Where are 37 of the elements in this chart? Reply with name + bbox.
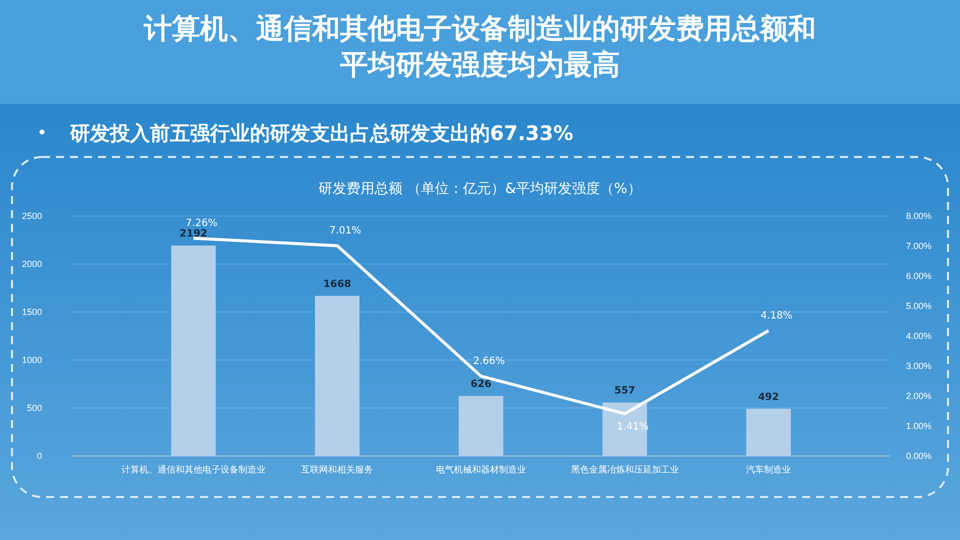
y2-tick-label: 7.00% [906,240,932,251]
bar [602,402,648,456]
y-tick-label: 2000 [22,258,42,269]
data-label: 492 [758,392,779,403]
y2-tick-label: 0.00% [906,450,932,461]
x-tick-label: 黑色金属冶炼和压延加工业 [570,464,679,474]
x-tick-label: 汽车制造业 [746,464,792,474]
data-label: 4.18% [760,310,792,322]
x-tick-label: 互联网和相关服务 [301,464,374,474]
y2-tick-label: 5.00% [906,300,932,311]
data-label: 7.26% [186,218,218,230]
chart-subtitle: 研发投入前五强行业的研发支出占总研发支出的67.33% [69,121,574,145]
y2-tick-label: 1.00% [906,420,932,431]
y2-tick-label: 2.00% [906,390,932,401]
y-tick-label: 500 [26,402,42,413]
bar [314,296,360,456]
text: 研发费用总额 （单位：亿元）&平均研发强度（%） [318,181,642,197]
y-tick-label: 1000 [22,354,42,365]
chart-title: 计算机、通信和其他电子设备制造业的研发费用总额和平均研发强度均为最高 [143,12,816,81]
data-label: 2192 [180,228,208,240]
x-tick-label: 计算机、通信和其他电子设备制造业 [121,464,266,474]
data-label: 2.66% [473,356,505,368]
bar [171,246,216,456]
bar [746,408,791,456]
bar [458,396,504,456]
data-label: 7.01% [329,226,362,237]
y-tick-label: 0 [36,450,42,461]
data-label: 557 [614,386,636,397]
y-tick-label: 2500 [22,210,42,221]
y2-tick-label: 4.00% [906,330,932,341]
data-label: 1668 [323,278,352,290]
x-tick-label: 电气机械和器材制造业 [436,464,526,474]
y2-tick-label: 3.00% [906,360,932,371]
data-label: 626 [470,378,492,390]
y-tick-label: 1500 [22,306,42,317]
y2-tick-label: 6.00% [906,270,932,281]
y2-tick-label: 8.00% [906,210,932,221]
